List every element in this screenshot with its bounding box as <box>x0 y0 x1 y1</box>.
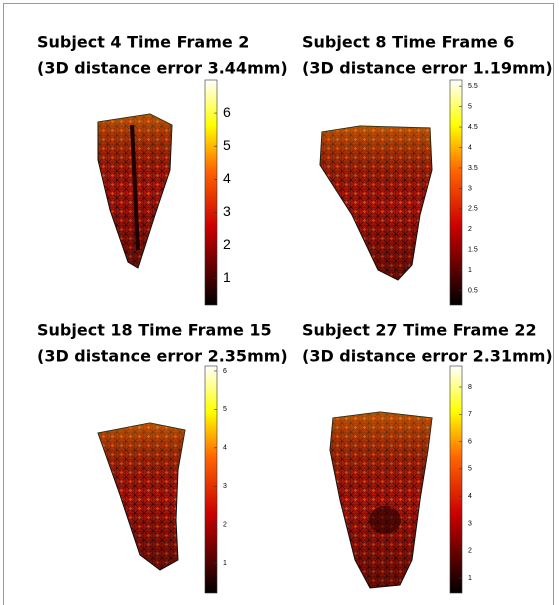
colorbar-tick-label: 1 <box>223 269 231 285</box>
colorbar-tick-label: 2 <box>468 226 472 233</box>
mesh-4 <box>330 412 432 588</box>
panel-subtitle: (3D distance error 2.35mm) <box>37 347 288 366</box>
colorbar-tick-label: 1.5 <box>468 247 478 254</box>
colorbar-tick-label: 6 <box>223 368 227 375</box>
colorbar-tick-label: 5 <box>223 406 227 413</box>
colorbar-tick-label: 4 <box>468 144 472 151</box>
colorbar-tick-label: 1 <box>468 267 472 274</box>
colorbar-tick-label: 1 <box>468 575 472 582</box>
frame <box>4 4 554 605</box>
colorbar-tick-label: 6 <box>223 104 231 120</box>
figure: Subject 4 Time Frame 2 (3D distance error… <box>0 0 559 605</box>
colorbar-tick-label: 5 <box>223 137 231 153</box>
mesh-3 <box>98 423 185 570</box>
colorbar-tick-label: 2 <box>223 521 227 528</box>
colorbar-tick-label: 5.5 <box>468 83 478 90</box>
colorbar-tick-label: 2 <box>223 236 231 252</box>
mesh-2 <box>320 126 432 280</box>
colorbar-tick-label: 5 <box>468 466 472 473</box>
colorbar-tick-label: 3.5 <box>468 165 478 172</box>
colorbar <box>205 80 217 305</box>
colorbar-tick-label: 4 <box>223 445 227 452</box>
panel-subtitle: (3D distance error 2.31mm) <box>302 347 553 366</box>
colorbar-tick-label: 3 <box>468 520 472 527</box>
panel-title: Subject 27 Time Frame 22 <box>302 321 537 340</box>
panel-title: Subject 8 Time Frame 6 <box>302 33 514 52</box>
colorbar-tick-label: 5 <box>468 103 472 110</box>
panel-title: Subject 18 Time Frame 15 <box>37 321 272 340</box>
colorbar-tick-label: 6 <box>468 438 472 445</box>
panel-title: Subject 4 Time Frame 2 <box>37 33 249 52</box>
colorbar-tick-label: 3 <box>468 185 472 192</box>
colorbar-tick-label: 3 <box>223 203 231 219</box>
colorbar-tick-label: 7 <box>468 411 472 418</box>
mesh-1 <box>98 114 172 268</box>
panel-subtitle: (3D distance error 3.44mm) <box>37 59 288 78</box>
colorbar <box>450 366 462 593</box>
page: {"panels": [ {"title": "Subject 4 Time F… <box>0 0 559 605</box>
colorbar-tick-label: 1 <box>223 560 227 567</box>
panel-subtitle: (3D distance error 1.19mm) <box>302 59 553 78</box>
colorbar-tick-label: 0.5 <box>468 288 478 295</box>
colorbar-tick-label: 2.5 <box>468 206 478 213</box>
colorbar <box>450 80 462 305</box>
colorbar <box>205 366 217 593</box>
colorbar-tick-label: 2 <box>468 548 472 555</box>
colorbar-tick-label: 4 <box>468 493 472 500</box>
colorbar-tick-label: 8 <box>468 384 472 391</box>
colorbar-tick-label: 4 <box>223 170 231 186</box>
colorbar-tick-label: 4.5 <box>468 124 478 131</box>
colorbar-tick-label: 3 <box>223 483 227 490</box>
